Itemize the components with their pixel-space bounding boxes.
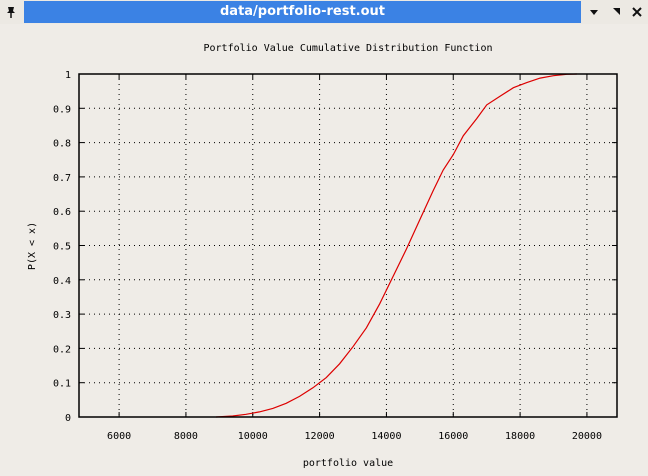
y-tick-label: 0.1	[53, 379, 71, 390]
x-tick-label: 16000	[438, 431, 468, 442]
chart-title: Portfolio Value Cumulative Distribution …	[204, 43, 493, 54]
pin-icon[interactable]	[0, 1, 22, 23]
y-tick-label: 0.8	[53, 139, 71, 150]
y-axis-label: P(X < x)	[27, 222, 38, 270]
y-tick-label: 0.3	[53, 310, 71, 321]
window-title: data/portfolio-rest.out	[24, 1, 581, 23]
x-tick-label: 12000	[305, 431, 335, 442]
y-tick-label: 0.7	[53, 173, 71, 184]
x-tick-label: 6000	[107, 431, 131, 442]
y-tick-label: 0.4	[53, 276, 71, 287]
x-tick-label: 14000	[371, 431, 401, 442]
close-icon[interactable]	[626, 1, 648, 23]
y-tick-label: 0	[65, 413, 71, 424]
cdf-chart: Portfolio Value Cumulative Distribution …	[27, 43, 618, 469]
y-tick-label: 0.9	[53, 104, 71, 115]
x-tick-label: 8000	[174, 431, 198, 442]
x-tick-label: 18000	[505, 431, 535, 442]
x-tick-label: 10000	[238, 431, 268, 442]
title-bar[interactable]: data/portfolio-rest.out	[0, 0, 648, 24]
y-tick-label: 1	[65, 70, 71, 81]
x-tick-label: 20000	[572, 431, 602, 442]
chevron-down-icon[interactable]	[583, 1, 605, 23]
maximize-icon[interactable]	[605, 1, 627, 23]
y-tick-label: 0.5	[53, 242, 71, 253]
x-axis-label: portfolio value	[303, 458, 393, 469]
y-tick-label: 0.6	[53, 207, 71, 218]
plot-frame	[78, 73, 618, 418]
tick-labels: 6000 8000 10000 12000 14000 16000 18000 20000 0 0…	[53, 70, 602, 442]
cdf-series-line	[215, 73, 577, 418]
grid	[79, 74, 617, 417]
plot-canvas: Portfolio Value Cumulative Distribution …	[0, 24, 648, 476]
y-tick-label: 0.2	[53, 344, 71, 355]
